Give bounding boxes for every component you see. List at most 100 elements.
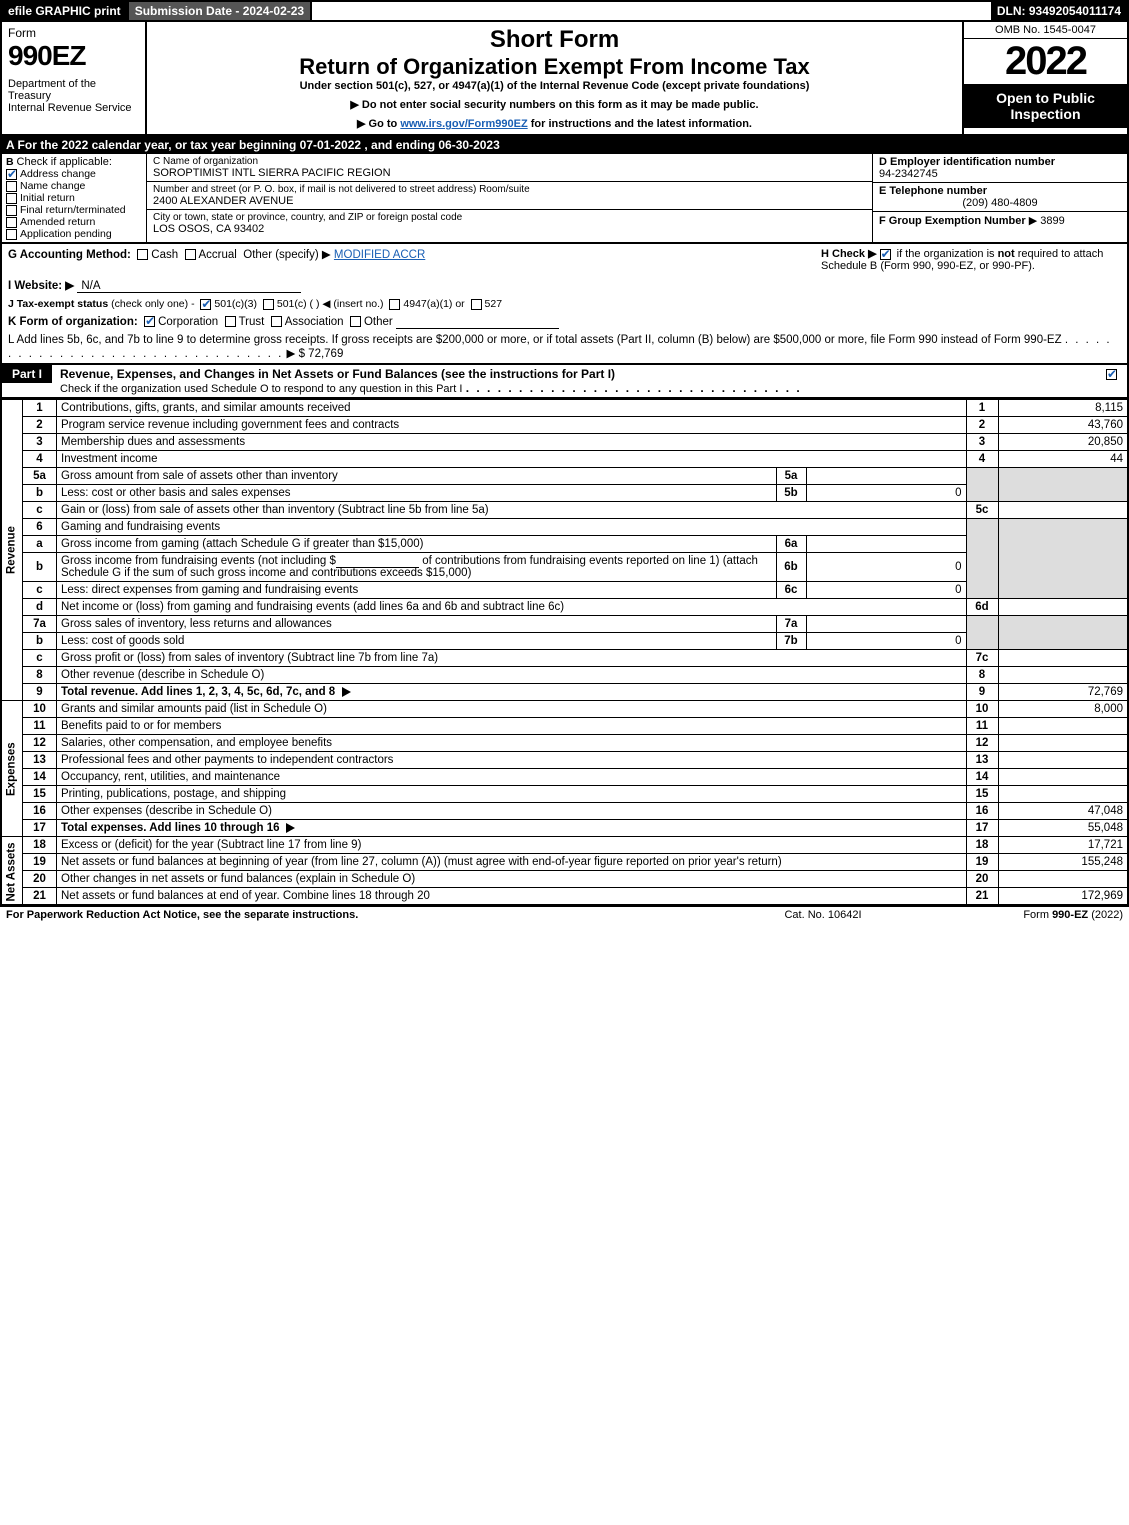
- line-8-no: 8: [966, 667, 998, 684]
- line-5c-desc: Gain or (loss) from sale of assets other…: [61, 504, 489, 516]
- table-row: 21 Net assets or fund balances at end of …: [1, 888, 1128, 906]
- b-checkbox-2[interactable]: [6, 193, 17, 204]
- line-13-no: 13: [966, 752, 998, 769]
- line-6d-val: [998, 599, 1128, 616]
- line-12-val: [998, 735, 1128, 752]
- line-6-desc: Gaming and fundraising events: [61, 521, 220, 533]
- b-checkbox-0[interactable]: [6, 169, 17, 180]
- line-3-val: 20,850: [998, 434, 1128, 451]
- table-row: 2Program service revenue including gover…: [1, 417, 1128, 434]
- line-8-val: [998, 667, 1128, 684]
- line-6c-mv: 0: [806, 582, 966, 599]
- b-item-label: Name change: [20, 180, 85, 192]
- schedule-o-checkbox[interactable]: [1106, 369, 1117, 380]
- c-city-caption: City or town, state or province, country…: [153, 212, 866, 223]
- line-11-val: [998, 718, 1128, 735]
- table-row: 17Total expenses. Add lines 10 through 1…: [1, 820, 1128, 837]
- b-checkbox-3[interactable]: [6, 205, 17, 216]
- k-o2: Trust: [239, 316, 265, 328]
- table-row: 4Investment income444: [1, 451, 1128, 468]
- line-7b-desc: Less: cost of goods sold: [61, 635, 184, 647]
- part-1-endcheck: [1099, 365, 1127, 381]
- line-14-desc: Occupancy, rent, utilities, and maintena…: [61, 771, 280, 783]
- irs-link[interactable]: www.irs.gov/Form990EZ: [400, 118, 527, 130]
- line-12-no: 12: [966, 735, 998, 752]
- line-5c-no: 5c: [966, 502, 998, 519]
- line-6c-mn: 6c: [776, 582, 806, 599]
- short-form-title: Short Form: [151, 26, 958, 54]
- d-label: D Employer identification number: [879, 156, 1055, 168]
- line-9-val: 72,769: [998, 684, 1128, 701]
- return-title: Return of Organization Exempt From Incom…: [151, 54, 958, 80]
- j-501c3-checkbox[interactable]: [200, 299, 211, 310]
- j-501c-checkbox[interactable]: [263, 299, 274, 310]
- table-row: Expenses 10Grants and similar amounts pa…: [1, 701, 1128, 718]
- b-item-label: Final return/terminated: [20, 204, 126, 216]
- b-item: Amended return: [6, 216, 142, 228]
- efile-print-button[interactable]: efile GRAPHIC print: [2, 2, 129, 20]
- line-13-desc: Professional fees and other payments to …: [61, 754, 393, 766]
- k-corp-checkbox[interactable]: [144, 316, 155, 327]
- table-row: 9Total revenue. Add lines 1, 2, 3, 4, 5c…: [1, 684, 1128, 701]
- under-section: Under section 501(c), 527, or 4947(a)(1)…: [151, 80, 958, 92]
- accounting-other-link[interactable]: MODIFIED ACCR: [334, 249, 425, 261]
- footer-form-no: 990-EZ: [1052, 909, 1088, 921]
- b-item: Name change: [6, 180, 142, 192]
- k-trust-checkbox[interactable]: [225, 316, 236, 327]
- goto-post: for instructions and the latest informat…: [528, 118, 752, 130]
- h-text1: H Check ▶: [821, 248, 877, 260]
- b-item: Application pending: [6, 228, 142, 240]
- goto-pre: ▶ Go to: [357, 118, 400, 130]
- line-21-no: 21: [966, 888, 998, 906]
- other-label: Other (specify) ▶: [243, 249, 330, 261]
- j-o3: 4947(a)(1) or: [403, 298, 464, 310]
- j-4947-checkbox[interactable]: [389, 299, 400, 310]
- top-bar: efile GRAPHIC print Submission Date - 20…: [0, 0, 1129, 22]
- part-1-title: Revenue, Expenses, and Changes in Net As…: [60, 365, 1099, 397]
- ein: 94-2342745: [879, 168, 938, 180]
- table-row: bGross income from fundraising events (n…: [1, 553, 1128, 582]
- j-o4: 527: [485, 298, 503, 310]
- table-row: 20Other changes in net assets or fund ba…: [1, 871, 1128, 888]
- line-3-desc: Membership dues and assessments: [61, 436, 245, 448]
- section-c: C Name of organization SOROPTIMIST INTL …: [147, 154, 872, 242]
- f-label: F Group Exemption Number: [879, 215, 1026, 227]
- h-schedule-b: H Check ▶ if the organization is not req…: [821, 247, 1121, 272]
- b-check-label: Check if applicable:: [17, 156, 112, 168]
- section-g-h: G Accounting Method: Cash Accrual Other …: [0, 244, 1129, 275]
- line-21-desc: Net assets or fund balances at end of ye…: [61, 890, 430, 902]
- b-item: Address change: [6, 168, 142, 180]
- cash-checkbox[interactable]: [137, 249, 148, 260]
- l-text: L Add lines 5b, 6c, and 7b to line 9 to …: [8, 334, 1062, 346]
- line-12-desc: Salaries, other compensation, and employ…: [61, 737, 332, 749]
- form-label: Form: [8, 26, 139, 40]
- j-527-checkbox[interactable]: [471, 299, 482, 310]
- form-header: Form 990EZ Department of the Treasury In…: [0, 22, 1129, 136]
- b-checkbox-1[interactable]: [6, 181, 17, 192]
- line-7c-val: [998, 650, 1128, 667]
- h-not: not: [998, 248, 1015, 260]
- b-checkbox-5[interactable]: [6, 229, 17, 240]
- line-7b-mv: 0: [806, 633, 966, 650]
- netassets-vlabel: Net Assets: [1, 837, 23, 906]
- accrual-checkbox[interactable]: [185, 249, 196, 260]
- c-name-caption: C Name of organization: [153, 156, 866, 167]
- b-checkbox-4[interactable]: [6, 217, 17, 228]
- table-row: 3Membership dues and assessments320,850: [1, 434, 1128, 451]
- table-row: Revenue 1Contributions, gifts, grants, a…: [1, 400, 1128, 417]
- line-19-desc: Net assets or fund balances at beginning…: [61, 856, 782, 868]
- c-addr-caption: Number and street (or P. O. box, if mail…: [153, 184, 866, 195]
- section-b: B Check if applicable: Address changeNam…: [2, 154, 147, 242]
- line-14-no: 14: [966, 769, 998, 786]
- g-label: G Accounting Method:: [8, 249, 131, 261]
- h-checkbox[interactable]: [880, 249, 891, 260]
- line-5c-val: [998, 502, 1128, 519]
- arrow-icon: [342, 687, 351, 697]
- page-footer: For Paperwork Reduction Act Notice, see …: [0, 906, 1129, 923]
- line-7c-desc: Gross profit or (loss) from sales of inv…: [61, 652, 438, 664]
- entity-block: B Check if applicable: Address changeNam…: [0, 154, 1129, 244]
- k-other-checkbox[interactable]: [350, 316, 361, 327]
- line-16-val: 47,048: [998, 803, 1128, 820]
- k-assoc-checkbox[interactable]: [271, 316, 282, 327]
- line-5b-mn: 5b: [776, 485, 806, 502]
